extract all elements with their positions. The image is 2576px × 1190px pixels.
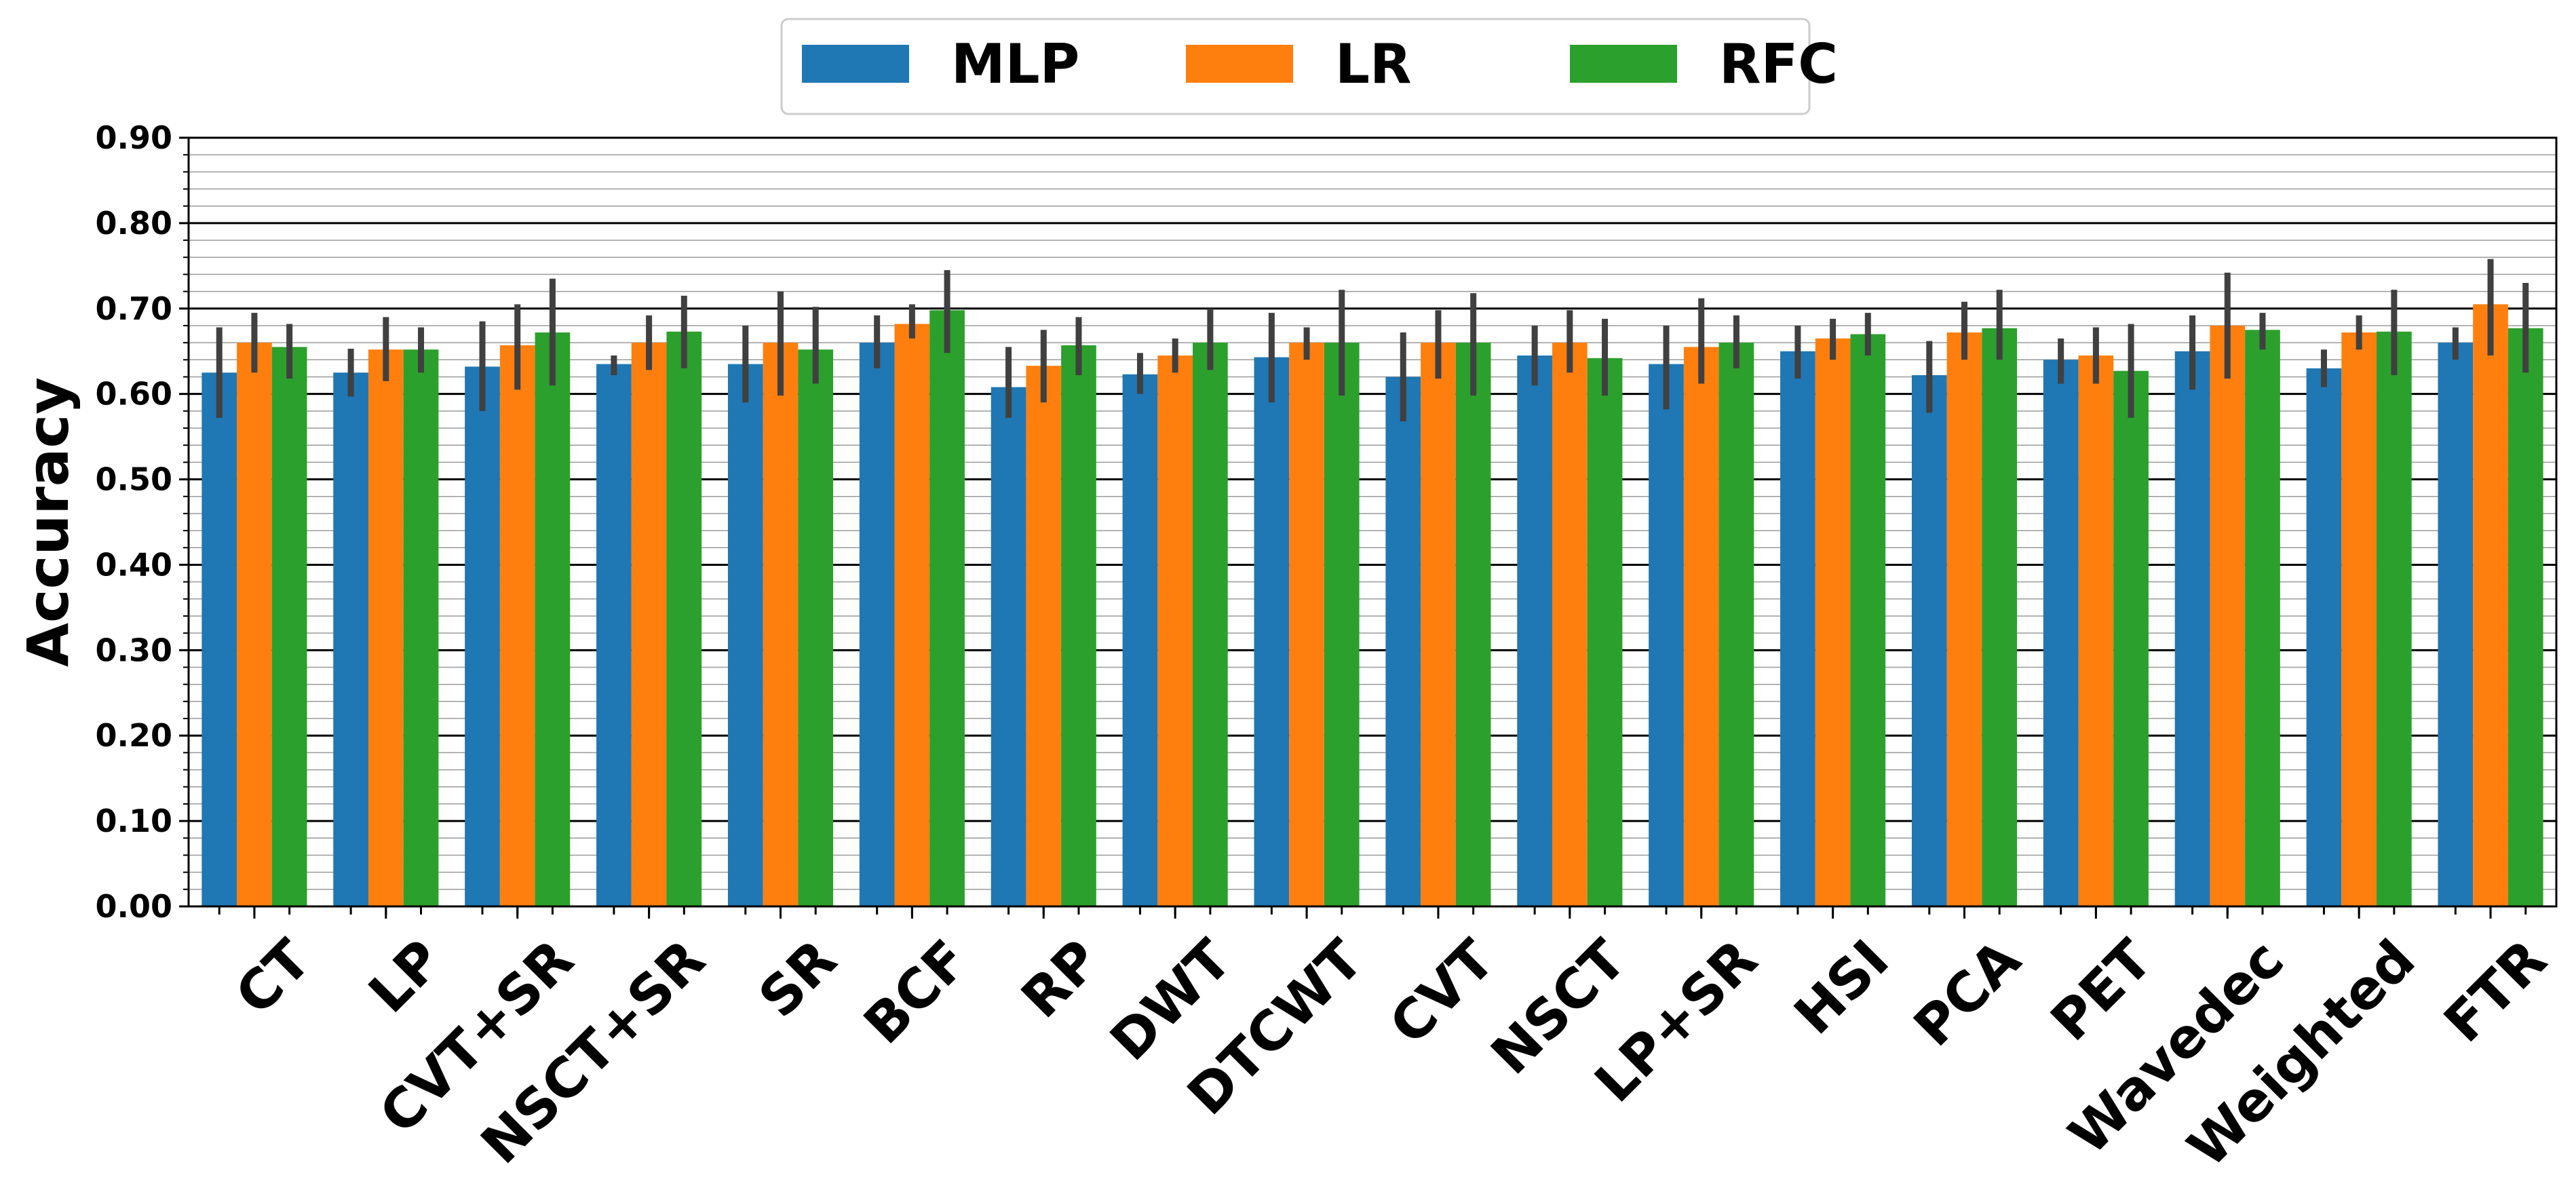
bar-mlp — [1254, 357, 1290, 906]
legend-swatch-lr — [1186, 45, 1293, 83]
bar-rfc — [1455, 343, 1491, 907]
y-tick-label: 0.20 — [96, 717, 173, 754]
bar-rfc — [929, 310, 965, 907]
y-tick-label: 0.60 — [96, 376, 173, 412]
bar-lr — [1683, 347, 1719, 907]
bar-rfc — [666, 331, 702, 906]
y-axis-ticks: 0.00 0.10 0.20 0.30 0.40 0.50 0.60 0.70 0.80 0.90 — [96, 119, 189, 925]
bar-rfc — [2507, 328, 2543, 907]
bar-lr — [2473, 304, 2508, 906]
bar-lr — [2341, 332, 2377, 906]
legend-label-lr: LR — [1335, 33, 1412, 96]
grid-lines — [189, 154, 2556, 890]
legend-label-rfc: RFC — [1719, 33, 1838, 96]
bar-lr — [2210, 325, 2246, 906]
bar-mlp — [859, 343, 895, 907]
bar-mlp — [1649, 364, 1684, 906]
bar-rfc — [271, 347, 307, 907]
legend: MLP LR RFC — [780, 18, 1838, 115]
y-tick-label: 0.00 — [96, 888, 173, 925]
bar-rfc — [1193, 343, 1228, 907]
bar-rfc — [1982, 328, 2018, 907]
y-tick-label: 0.80 — [96, 205, 173, 242]
bar-lr — [1946, 332, 1982, 906]
bar-lr — [499, 345, 535, 906]
bar-lr — [1815, 338, 1851, 907]
bar-lr — [2078, 356, 2114, 906]
bar-rfc — [1061, 345, 1096, 906]
bar-lr — [1157, 356, 1193, 906]
bar-lr — [894, 324, 930, 907]
bar-mlp — [2306, 368, 2342, 906]
bar-rfc — [1850, 334, 1886, 906]
legend-box — [780, 18, 1811, 115]
bar-rfc — [1324, 343, 1360, 907]
bar-rfc — [798, 349, 834, 906]
y-tick-label: 0.50 — [96, 461, 173, 498]
bar-lr — [1026, 366, 1062, 906]
bar-rfc — [403, 349, 439, 906]
bar-rfc — [535, 332, 571, 906]
y-tick-label: 0.10 — [96, 803, 173, 839]
bar-lr — [237, 343, 272, 907]
bar-mlp — [1122, 374, 1158, 906]
bar-rfc — [1718, 343, 1754, 907]
bars — [201, 304, 2543, 907]
bar-lr — [1552, 343, 1588, 907]
bar-mlp — [2043, 360, 2079, 906]
bar-mlp — [2174, 351, 2210, 906]
bar-mlp — [1385, 377, 1421, 906]
bar-rfc — [2245, 330, 2280, 906]
bar-rfc — [2377, 331, 2412, 906]
bar-lr — [763, 343, 799, 907]
legend-swatch-rfc — [1570, 45, 1677, 83]
bar-mlp — [1517, 356, 1552, 906]
legend-label-mlp: MLP — [951, 33, 1079, 96]
error-bars — [216, 258, 2529, 421]
bar-mlp — [2438, 343, 2474, 907]
bar-mlp — [201, 372, 237, 906]
bar-mlp — [596, 364, 632, 906]
bar-lr — [1421, 343, 1456, 907]
bar-rfc — [2113, 370, 2149, 906]
bar-mlp — [727, 364, 763, 906]
plot-frame — [187, 136, 2558, 908]
bar-mlp — [991, 387, 1026, 906]
legend-swatch-mlp — [802, 45, 909, 83]
bar-rfc — [1587, 358, 1623, 906]
bar-lr — [631, 343, 667, 907]
bar-mlp — [1911, 375, 1947, 906]
y-axis-label: Accuracy — [15, 377, 81, 667]
y-tick-label: 0.70 — [96, 290, 173, 327]
y-tick-label: 0.40 — [96, 546, 173, 583]
bar-lr — [368, 349, 404, 906]
bar-mlp — [1780, 351, 1815, 906]
y-tick-label: 0.30 — [96, 632, 173, 668]
bar-mlp — [333, 372, 368, 906]
y-tick-label: 0.90 — [96, 119, 173, 156]
bar-mlp — [465, 366, 500, 906]
bar-lr — [1289, 343, 1324, 907]
